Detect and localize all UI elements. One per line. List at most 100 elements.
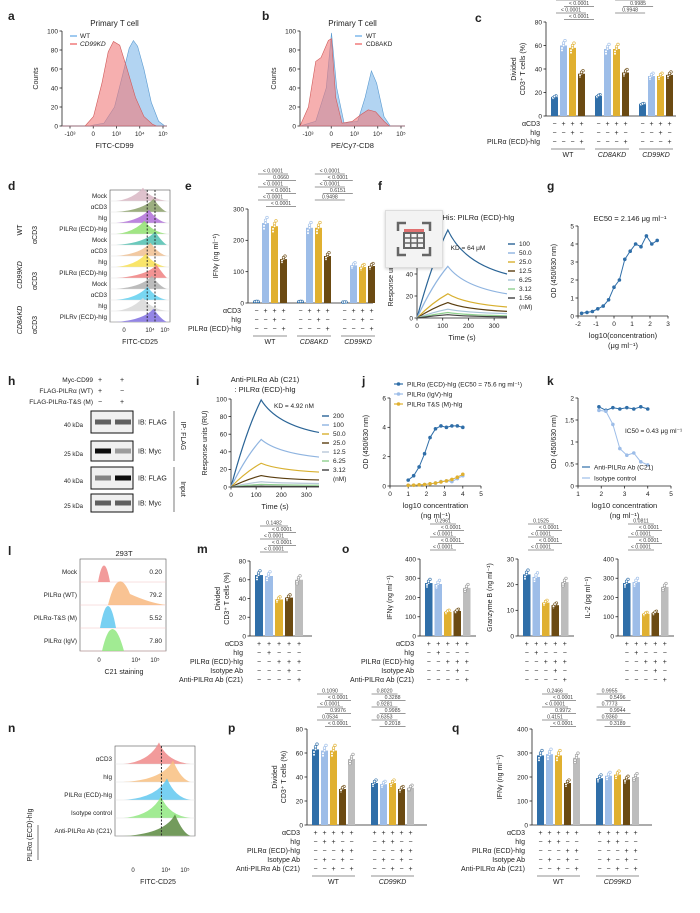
table-scan-overlay-button[interactable] <box>385 210 443 268</box>
condition-label: PILRα (ECD)-hIg <box>472 848 525 855</box>
p-value: 0.1482 <box>266 521 282 527</box>
condition-sign: − <box>313 866 317 873</box>
point-c <box>622 72 626 76</box>
sensorgram-25.0 <box>230 474 320 488</box>
p-value: < 0.0001 <box>631 545 651 551</box>
p-value: < 0.0001 <box>620 0 640 1</box>
condition-sign: + <box>556 830 560 837</box>
y-axis-label: OD (450/630 nm) <box>551 244 558 298</box>
condition-sign: − <box>640 139 644 146</box>
point-p <box>339 788 343 792</box>
point-q <box>633 773 638 777</box>
group-label-WT: WT <box>265 339 277 346</box>
condition-label: αCD3 <box>522 121 540 128</box>
condition-sign: + <box>606 857 610 864</box>
point-c <box>623 69 628 73</box>
condition-sign: − <box>625 677 629 684</box>
condition-sign: + <box>623 121 627 128</box>
condition-label: hIg <box>515 839 525 846</box>
percent-value: 5.52 <box>149 615 162 622</box>
point-e <box>342 300 347 304</box>
condition-sign: − <box>257 659 261 666</box>
condition-sign: − <box>267 668 271 675</box>
p-value: < 0.0001 <box>553 695 573 701</box>
y-tick-label: 0 <box>240 300 244 307</box>
condition-sign: + <box>556 866 560 873</box>
condition-sign: − <box>553 677 557 684</box>
point-o3 <box>634 578 638 582</box>
condition-sign: − <box>538 866 542 873</box>
y-tick-label: 60 <box>51 66 59 73</box>
condition-sign: − <box>644 650 648 657</box>
point-q <box>597 774 602 779</box>
condition-sign: − <box>633 857 637 864</box>
data-point <box>638 405 643 409</box>
histogram-row <box>116 187 167 201</box>
condition-sign: + <box>287 641 291 648</box>
condition-sign: + <box>390 866 394 873</box>
group-label-WT: WT <box>553 879 565 886</box>
condition-sign: + <box>331 839 335 846</box>
condition-sign: − <box>547 848 551 855</box>
condition-sign: − <box>381 866 385 873</box>
point-c <box>648 75 652 80</box>
bar-o1-g0-b3 <box>453 610 461 636</box>
y-tick-label: 0 <box>412 633 416 640</box>
condition-sign: − <box>634 668 638 675</box>
x-tick-label: 10³ <box>112 131 121 138</box>
bar-c-g0-b0 <box>551 97 558 116</box>
y-tick-label: 100 <box>405 614 416 621</box>
y-tick-label: 40 <box>239 596 247 603</box>
condition-sign: − <box>351 317 355 324</box>
bar-p-g1-b4 <box>407 787 414 825</box>
condition-sign: − <box>254 326 258 333</box>
point-c <box>605 45 610 49</box>
sensorgram-3.12 <box>230 485 320 488</box>
bar-c-g1-b2 <box>613 49 620 116</box>
condition-sign: + <box>381 839 385 846</box>
group-label-CD99KD: CD99KD <box>344 339 372 346</box>
x-tick-label: -2 <box>575 321 581 328</box>
condition-sign: − <box>316 326 320 333</box>
y-tick-label: 60 <box>296 750 304 757</box>
x-axis-label: FITC-CD25 <box>140 879 176 886</box>
y-tick-label: 20 <box>51 104 59 111</box>
histogram-pilra-igv <box>102 629 124 651</box>
condition-sign: − <box>307 317 311 324</box>
condition-sign: − <box>277 650 281 657</box>
p-value: < 0.0001 <box>631 532 651 538</box>
point-p <box>315 742 319 746</box>
histogram-row <box>116 264 167 278</box>
condition-sign: − <box>624 839 628 846</box>
condition-sign: − <box>427 650 431 657</box>
x-tick-label: 2 <box>599 491 603 498</box>
row-label: αCD3 <box>91 204 108 211</box>
y-tick-label: 1 <box>570 439 574 446</box>
bar-c-g1-b0 <box>595 96 602 116</box>
data-point <box>623 257 627 262</box>
x-tick-label: 300 <box>301 492 312 499</box>
y-tick-label: 0 <box>524 822 528 829</box>
condition-sign: + <box>644 659 648 666</box>
row-label: PILRα-T&S (M) <box>34 615 77 622</box>
point-p <box>399 786 404 790</box>
condition-sign: + <box>360 308 364 315</box>
data-point <box>461 472 465 477</box>
histogram-pilra-ts <box>100 606 116 628</box>
data-point <box>601 304 605 308</box>
condition-sign: + <box>263 308 267 315</box>
condition-sign: − <box>98 399 102 406</box>
legend-label: 12.5 <box>333 449 346 456</box>
molecular-weight: 40 kDa <box>64 479 84 485</box>
data-point <box>444 479 449 483</box>
condition-sign: − <box>372 866 376 873</box>
condition-sign: + <box>267 641 271 648</box>
x-tick-label: 5 <box>479 491 483 498</box>
condition-sign: − <box>372 848 376 855</box>
panel-letter-q: q <box>452 721 459 735</box>
condition-sign: + <box>390 830 394 837</box>
point-o1 <box>463 587 467 592</box>
histogram-row <box>123 814 191 836</box>
x-tick-label: 10⁵ <box>150 657 160 664</box>
panel-letter-o: o <box>342 542 349 556</box>
